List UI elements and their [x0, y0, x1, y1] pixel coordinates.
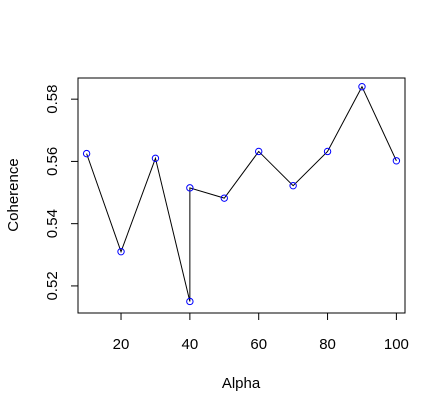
x-axis-tick-label: 60 [250, 336, 267, 353]
x-axis-tick-label: 80 [319, 336, 336, 353]
y-axis-tick-label: 0.58 [44, 85, 61, 114]
y-axis-label: Coherence [5, 158, 22, 231]
x-axis-tick-label: 20 [113, 336, 130, 353]
x-axis: 20 40 60 80 100 [113, 313, 409, 353]
series-layer [83, 84, 399, 305]
x-axis-label: Alpha [222, 375, 261, 392]
x-axis-tick-label: 40 [182, 336, 199, 353]
plot-border [78, 78, 405, 313]
y-axis-tick-label: 0.54 [44, 209, 61, 238]
x-axis-tick-label: 100 [384, 336, 409, 353]
plot-frame [78, 78, 405, 313]
y-axis-tick-label: 0.52 [44, 271, 61, 300]
y-axis: 0.52 0.54 0.56 0.58 [44, 85, 78, 301]
y-axis-tick-label: 0.56 [44, 147, 61, 176]
series-line [87, 87, 397, 302]
